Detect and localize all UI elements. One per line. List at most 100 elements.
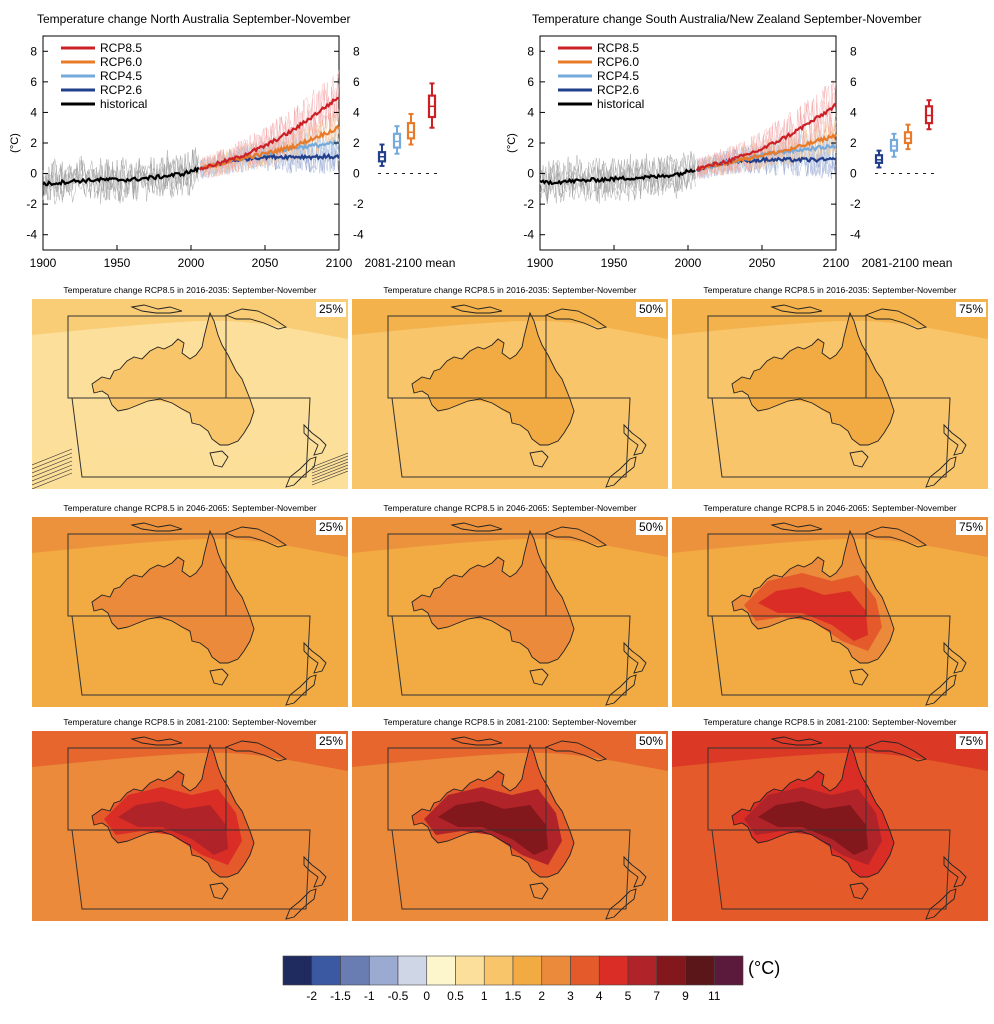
y-tick-label-right: 2 bbox=[353, 136, 360, 150]
x-tick-label: 2000 bbox=[675, 256, 702, 270]
field-contour-north bbox=[352, 517, 668, 557]
percentile-label: 75% bbox=[955, 302, 986, 317]
percentile-label: 75% bbox=[955, 734, 986, 749]
land-field-core bbox=[104, 573, 242, 651]
region-box-south-australia-nz bbox=[711, 829, 951, 910]
colorbar-swatch bbox=[455, 955, 485, 986]
colorbar-swatch bbox=[570, 955, 600, 986]
colorbar-swatch bbox=[282, 955, 313, 986]
map-canvas bbox=[32, 517, 348, 707]
colorbar-tick-label: -1.5 bbox=[330, 989, 351, 1003]
map-panel: Temperature change RCP8.5 in 2016-2035: … bbox=[672, 285, 988, 495]
map-canvas bbox=[672, 731, 988, 921]
colorbar-tick-label: -0.5 bbox=[388, 989, 409, 1003]
map-panel: Temperature change RCP8.5 in 2046-2065: … bbox=[32, 503, 348, 713]
boxplot-rcp60 bbox=[406, 112, 416, 146]
y-tick-label-right: 8 bbox=[353, 44, 360, 58]
map-panel: Temperature change RCP8.5 in 2046-2065: … bbox=[672, 503, 988, 713]
field-contour-north bbox=[672, 517, 988, 557]
coastlines bbox=[411, 304, 647, 488]
legend-label: RCP6.0 bbox=[100, 55, 142, 69]
map-canvas bbox=[672, 517, 988, 707]
percentile-label: 25% bbox=[315, 520, 346, 535]
colorbar-tick-label: 4 bbox=[596, 989, 603, 1003]
colorbar-tick-label: 5 bbox=[625, 989, 632, 1003]
percentile-label: 75% bbox=[955, 520, 986, 535]
y-tick-label-right: 4 bbox=[353, 105, 360, 119]
region-box-south-australia-nz bbox=[71, 615, 311, 696]
map-canvas bbox=[32, 731, 348, 921]
field-contour-north bbox=[32, 517, 348, 557]
x-tick-label: 2050 bbox=[749, 256, 776, 270]
field-contour-north bbox=[352, 731, 668, 771]
colorbar-tick-label: -2 bbox=[306, 989, 317, 1003]
boxplot-rcp26 bbox=[874, 149, 884, 169]
y-axis-label: (°C) bbox=[9, 133, 21, 153]
colorbar-tick-label: 9 bbox=[682, 989, 689, 1003]
y-axis-label: (°C) bbox=[506, 133, 518, 153]
chart-title: Temperature change North Australia Septe… bbox=[37, 12, 351, 26]
y-tick-label: 2 bbox=[30, 136, 37, 150]
x-tick-label: 2050 bbox=[252, 256, 279, 270]
coastlines bbox=[731, 304, 967, 488]
colorbar-swatch bbox=[340, 955, 370, 986]
x-tick-label: 1950 bbox=[104, 256, 131, 270]
field-contour-south bbox=[32, 876, 348, 921]
percentile-label: 25% bbox=[315, 302, 346, 317]
legend-label: RCP8.5 bbox=[597, 41, 639, 55]
colorbar-swatch bbox=[541, 955, 571, 986]
map-title: Temperature change RCP8.5 in 2016-2035: … bbox=[383, 285, 637, 295]
coastlines bbox=[731, 522, 967, 706]
colorbar-tick-label: -1 bbox=[364, 989, 375, 1003]
land-field-core bbox=[744, 355, 882, 433]
land-field-core bbox=[424, 573, 562, 651]
y-tick-label-right: 0 bbox=[353, 167, 360, 181]
land-field-core bbox=[104, 355, 242, 433]
map-panel: Temperature change RCP8.5 in 2046-2065: … bbox=[352, 503, 668, 713]
y-tick-label-right: 8 bbox=[850, 44, 857, 58]
y-tick-label-right: 2 bbox=[850, 136, 857, 150]
boxplot-rcp26 bbox=[377, 143, 387, 167]
colorbar-tick-label: 2 bbox=[538, 989, 545, 1003]
colorbar-tick-label: 7 bbox=[653, 989, 660, 1003]
map-panel: Temperature change RCP8.5 in 2081-2100: … bbox=[352, 717, 668, 927]
map-title: Temperature change RCP8.5 in 2016-2035: … bbox=[703, 285, 957, 295]
field-contour-south bbox=[352, 662, 668, 707]
colorbar-swatch bbox=[512, 955, 543, 986]
scenario-ensembles bbox=[696, 79, 837, 180]
series-line-rcp85 bbox=[695, 102, 837, 172]
colorbar: -2 -1.5 -1 -0.5 0 0.5 1 1.5 2 3 4 5 7 9 11 bbox=[282, 955, 744, 1003]
land-field-peak bbox=[758, 587, 868, 641]
map-title: Temperature change RCP8.5 in 2081-2100: … bbox=[703, 717, 957, 727]
boxplot-label: 2081-2100 mean bbox=[365, 256, 456, 270]
y-tick-label: 6 bbox=[527, 75, 534, 89]
timeseries-chart: -4 -4 -2 -2 0 0 2 2 4 4 6 6 8 8 1900 1950 2000 2050 2100 (°… bbox=[9, 35, 456, 270]
y-tick-label: 8 bbox=[527, 44, 534, 58]
map-canvas bbox=[352, 299, 668, 489]
y-tick-label: 4 bbox=[30, 105, 37, 119]
region-box-south-australia-nz bbox=[711, 615, 951, 696]
series-line-rcp85 bbox=[198, 96, 340, 171]
region-box-south-australia-nz bbox=[71, 397, 311, 478]
colorbar-swatch bbox=[656, 955, 686, 986]
boxplot-rcp85 bbox=[924, 99, 934, 131]
map-canvas bbox=[352, 731, 668, 921]
colorbar-unit: (°C) bbox=[748, 958, 781, 978]
coastlines bbox=[91, 304, 327, 488]
map-title: Temperature change RCP8.5 in 2046-2065: … bbox=[703, 503, 957, 513]
colorbar-tick-label: 11 bbox=[708, 989, 721, 1003]
y-tick-label-right: -2 bbox=[353, 197, 364, 211]
y-tick-label: -4 bbox=[26, 228, 37, 242]
field-contour-south bbox=[352, 444, 668, 489]
field-contour-south bbox=[672, 662, 988, 707]
field-contour-south bbox=[32, 444, 348, 489]
timeseries-panel-south-australia-nz: Temperature change South Australia/New Z… bbox=[497, 0, 994, 282]
colorbar-swatch bbox=[426, 955, 456, 986]
colorbar-tick-label: 0 bbox=[423, 989, 430, 1003]
colorbar-swatch bbox=[598, 955, 629, 986]
map-panel: Temperature change RCP8.5 in 2016-2035: … bbox=[32, 285, 348, 495]
field-contour-north bbox=[672, 731, 988, 771]
x-tick-label: 2100 bbox=[326, 256, 353, 270]
